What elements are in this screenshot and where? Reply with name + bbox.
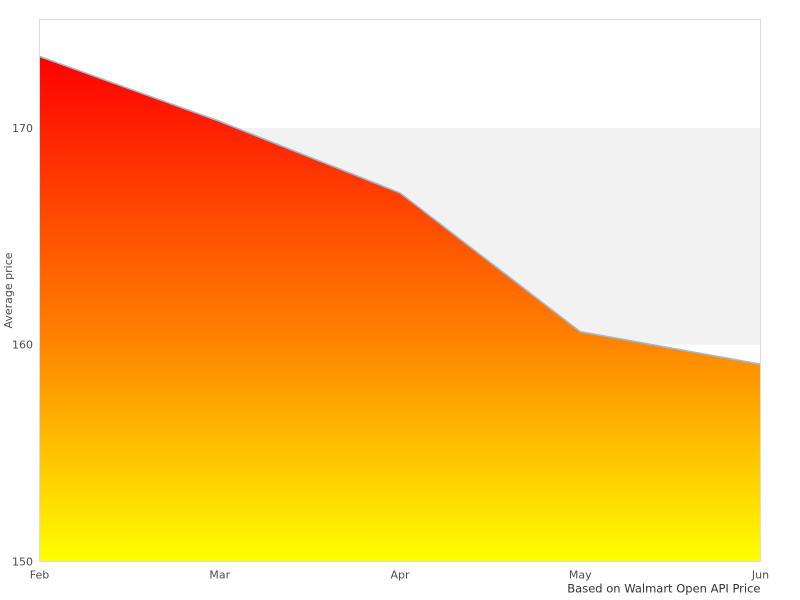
x-tick-label: May <box>569 569 592 582</box>
x-tick-label: Apr <box>390 569 410 582</box>
y-tick-label: 150 <box>12 556 33 569</box>
x-axis-tick-labels: Feb Mar Apr May Jun <box>30 569 769 582</box>
price-area-series[interactable] <box>39 56 761 562</box>
y-axis-title: Average price <box>2 252 15 328</box>
x-tick-label: Mar <box>209 569 230 582</box>
x-tick-label: Feb <box>30 569 49 582</box>
y-tick-label: 160 <box>12 339 33 352</box>
plot-border <box>39 19 761 562</box>
source-caption: Based on Walmart Open API Price <box>567 582 760 596</box>
y-axis-tick-labels: 150 160 170 <box>12 122 33 569</box>
price-series-line <box>39 55 761 365</box>
x-tick-label: Jun <box>751 569 769 582</box>
y-tick-label: 170 <box>12 122 33 135</box>
